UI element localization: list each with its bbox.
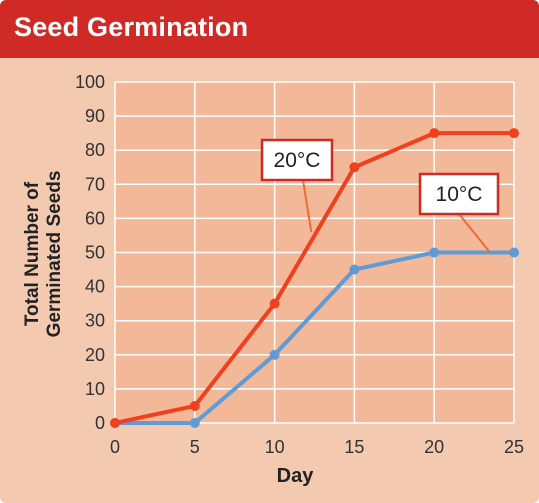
y-tick-label: 100: [75, 72, 105, 92]
x-tick-label: 5: [190, 437, 200, 457]
x-axis-label: Day: [276, 465, 314, 487]
series-20c-callout-leader: [302, 179, 313, 233]
x-tick-label: 15: [344, 437, 364, 457]
y-axis-label-line-1: Total Number of: [22, 181, 43, 327]
series-line-20c: [113, 131, 516, 425]
y-tick-label: 80: [85, 140, 105, 160]
data-point-10c: [349, 264, 360, 275]
data-point-10c: [509, 247, 519, 258]
y-axis-label-line-2: Germinated Seeds: [44, 170, 65, 338]
series-10c-callout-label: 10°C: [436, 183, 483, 206]
series-10c-callout-leader: [458, 213, 491, 254]
data-point-10c: [189, 418, 200, 428]
y-tick-label: 70: [85, 174, 105, 194]
series-20c-callout-label: 20°C: [274, 149, 321, 172]
data-point-20c: [189, 400, 200, 411]
y-tick-label: 90: [85, 106, 105, 126]
title-bar: Seed Germination: [0, 0, 539, 58]
x-tick-label: 10: [265, 437, 285, 457]
y-tick-label: 50: [85, 243, 105, 263]
data-point-20c: [509, 128, 519, 139]
series-line-10c: [113, 250, 516, 425]
data-point-10c: [269, 349, 280, 360]
y-tick-label: 40: [85, 277, 105, 297]
data-point-20c: [349, 162, 360, 173]
y-tick-label: 20: [85, 345, 105, 365]
y-tick-label: 10: [85, 379, 105, 399]
y-tick-label: 60: [85, 208, 105, 228]
x-tick-label: 0: [110, 437, 120, 457]
data-point-10c: [429, 247, 440, 258]
data-point-20c: [110, 418, 120, 428]
data-point-20c: [269, 298, 280, 309]
x-tick-label: 25: [504, 437, 524, 457]
series-10c-callout-box: [418, 172, 500, 216]
y-tick-label: 0: [95, 413, 105, 433]
series-20c-callout-box: [260, 138, 334, 182]
chart-title: Seed Germination: [14, 12, 249, 42]
data-point-20c: [429, 128, 440, 139]
y-axis-label: Total Number of Germinated Seeds: [22, 171, 66, 338]
y-tick-label: 30: [85, 311, 105, 331]
x-tick-label: 20: [424, 437, 444, 457]
